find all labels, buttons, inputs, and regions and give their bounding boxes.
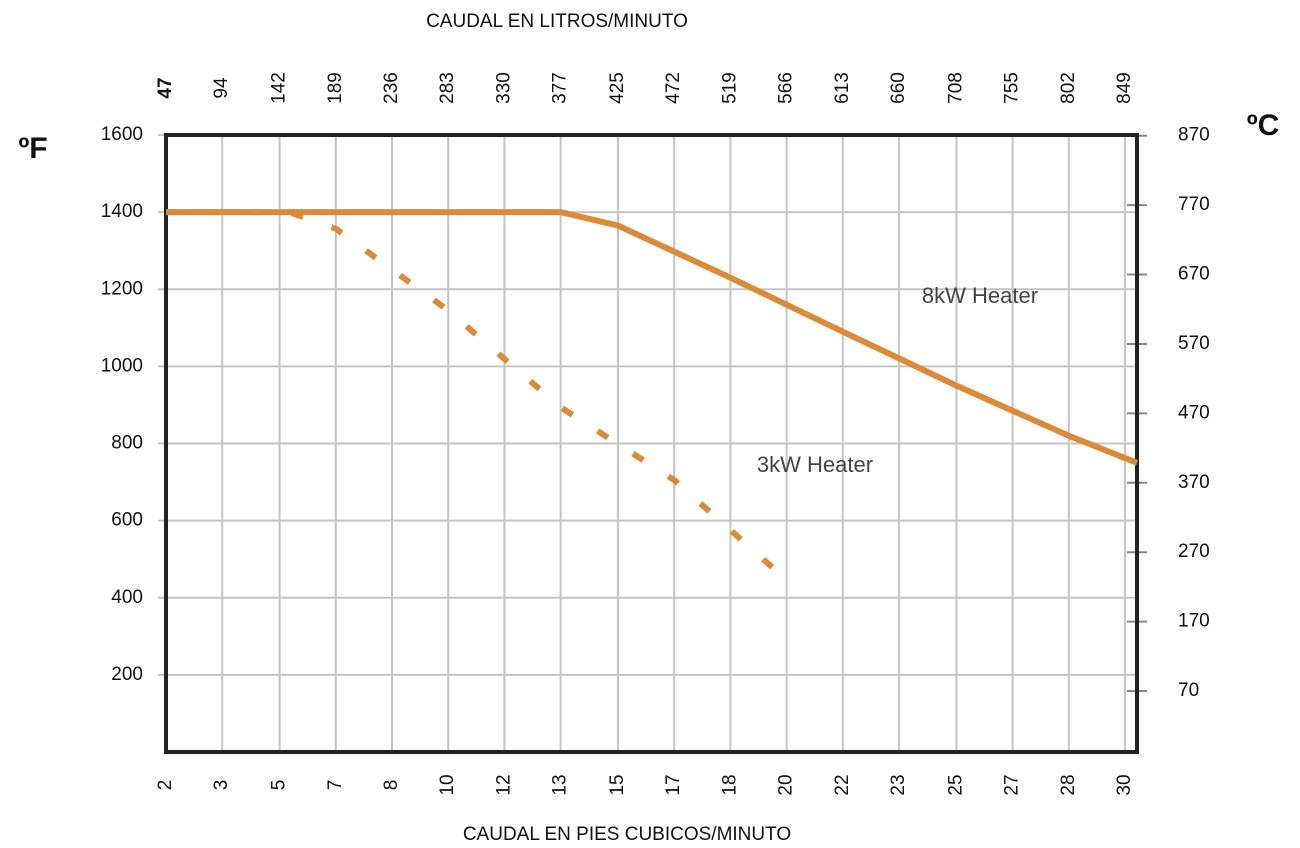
y-tick-label: 600 xyxy=(111,510,143,531)
x-tick-label: 7 xyxy=(325,780,346,791)
x-tick-label: 22 xyxy=(832,774,853,795)
x-tick-label: 8 xyxy=(381,780,402,791)
x2-tick-label: 755 xyxy=(1002,72,1023,104)
y-tick-label: 1200 xyxy=(101,278,143,299)
x2-tick-label: 142 xyxy=(269,72,290,104)
x2-tick-label: 566 xyxy=(776,72,797,104)
x2-tick-label: 660 xyxy=(888,72,909,104)
y2-tick-label: 270 xyxy=(1178,541,1210,562)
y2-tick-label: 770 xyxy=(1178,194,1210,215)
x-tick-label: 30 xyxy=(1114,774,1135,795)
series-label: 8kW Heater xyxy=(922,283,1038,308)
x-tick-label: 2 xyxy=(155,780,176,791)
x-tick-label: 12 xyxy=(493,774,514,795)
x-tick-label: 17 xyxy=(663,774,684,795)
x2-tick-label: 236 xyxy=(381,72,402,104)
x2-tick-label: 189 xyxy=(325,72,346,104)
x-tick-label: 23 xyxy=(888,774,909,795)
y2-tick-label: 470 xyxy=(1178,402,1210,423)
x2-tick-label: 330 xyxy=(493,72,514,104)
y-tick-label: 1400 xyxy=(101,201,143,222)
x2-tick-label: 377 xyxy=(550,72,571,104)
x2-tick-label: 613 xyxy=(832,72,853,104)
plot-frame xyxy=(164,133,1139,754)
x-tick-label: 18 xyxy=(719,774,740,795)
y-tick-label: 400 xyxy=(111,587,143,608)
x2-tick-label: 425 xyxy=(607,72,628,104)
y2-tick-label: 670 xyxy=(1178,264,1210,285)
y-tick-label: 200 xyxy=(111,664,143,685)
y-tick-label: 1600 xyxy=(101,124,143,145)
y-axis-title: ºF xyxy=(18,132,47,165)
x2-tick-label: 472 xyxy=(663,72,684,104)
y2-tick-label: 170 xyxy=(1178,611,1210,632)
y2-axis-title: ºC xyxy=(1247,109,1280,142)
y-tick-label: 1000 xyxy=(101,355,143,376)
y2-tick-label: 870 xyxy=(1178,125,1210,146)
x-tick-label: 3 xyxy=(211,780,232,791)
x2-tick-label: 708 xyxy=(945,72,966,104)
y2-tick-label: 70 xyxy=(1178,680,1199,701)
series-line xyxy=(166,209,789,583)
x-tick-label: 15 xyxy=(607,774,628,795)
x2-axis-title: CAUDAL EN LITROS/MINUTO xyxy=(426,11,688,32)
x-tick-label: 13 xyxy=(550,774,571,795)
x2-tick-label: 283 xyxy=(437,72,458,104)
x-tick-label: 5 xyxy=(269,780,290,791)
x-tick-label: 28 xyxy=(1058,774,1079,795)
x-tick-label: 10 xyxy=(437,774,458,795)
series-label: 3kW Heater xyxy=(757,452,873,477)
x-tick-label: 25 xyxy=(945,774,966,795)
x-tick-label: 20 xyxy=(776,774,797,795)
x2-tick-label: 849 xyxy=(1114,72,1135,104)
x-tick-label: 27 xyxy=(1002,774,1023,795)
x-axis-title: CAUDAL EN PIES CUBICOS/MINUTO xyxy=(463,824,791,845)
y2-tick-label: 570 xyxy=(1178,333,1210,354)
y-tick-label: 800 xyxy=(111,433,143,454)
x2-tick-label: 47 xyxy=(155,77,176,98)
series-line xyxy=(166,209,1139,466)
x2-tick-label: 802 xyxy=(1058,72,1079,104)
x2-tick-label: 94 xyxy=(211,77,232,99)
x2-tick-label: 519 xyxy=(719,72,740,104)
y2-tick-label: 370 xyxy=(1178,472,1210,493)
